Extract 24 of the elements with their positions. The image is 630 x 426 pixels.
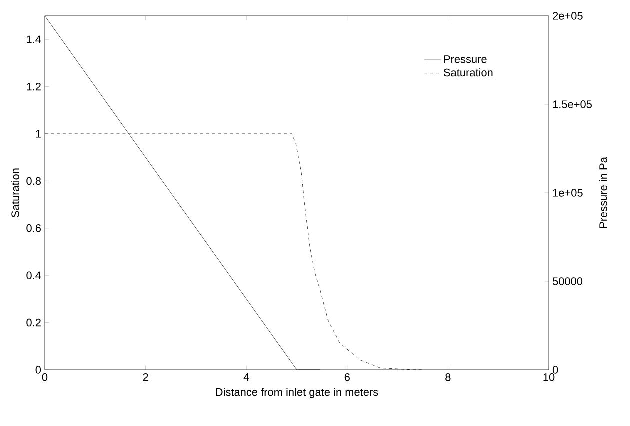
y2-tick-label: 0 xyxy=(552,366,558,374)
y2-tick-label: 2e+05 xyxy=(553,12,583,20)
y2-tick-label: 50000 xyxy=(552,278,583,286)
legend-label: Pressure xyxy=(444,56,487,64)
y2-tick-label: 1e+05 xyxy=(553,189,583,197)
y-axis-title: Saturation xyxy=(11,168,20,218)
y-tick-label: 0.2 xyxy=(26,318,41,327)
x-tick-label: 0 xyxy=(42,374,48,382)
x-tick-label: 2 xyxy=(143,374,148,382)
x-tick-label: 6 xyxy=(344,374,350,382)
y-tick-label: 0 xyxy=(36,366,42,374)
y-tick-label: 1.4 xyxy=(27,36,42,44)
x-tick-label: 8 xyxy=(446,374,451,382)
y2-axis-title: Pressure in Pa xyxy=(599,157,608,228)
x-tick-label: 10 xyxy=(544,374,555,382)
y-tick-label: 1 xyxy=(36,130,41,138)
y-tick-label: 0.4 xyxy=(26,272,42,280)
y-tick-label: 1.2 xyxy=(27,82,41,91)
x-tick-label: 4 xyxy=(244,374,250,382)
y-tick-label: 0.8 xyxy=(26,177,41,186)
y2-tick-label: 1.5e+05 xyxy=(553,100,592,108)
legend-label: Saturation xyxy=(444,68,493,77)
y-tick-label: 0.6 xyxy=(26,224,41,232)
x-axis-title: Distance from inlet gate in meters xyxy=(216,388,378,398)
